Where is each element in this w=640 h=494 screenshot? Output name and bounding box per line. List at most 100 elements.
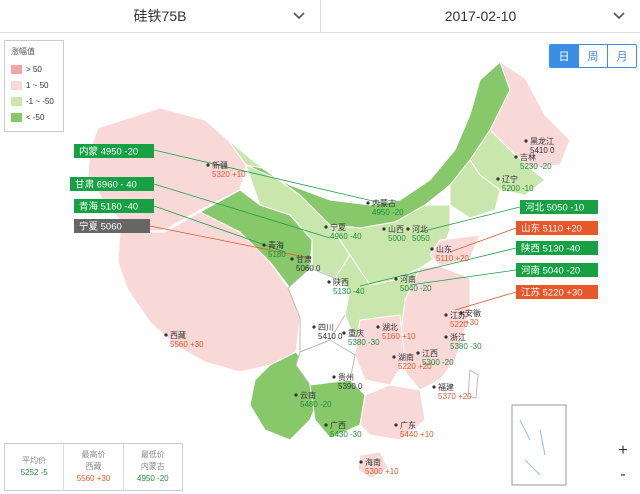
stat-lowest: 最低价 内蒙古 4950 -20 xyxy=(122,444,182,490)
region-taiwan[interactable] xyxy=(467,369,479,399)
province-name[interactable]: 辽宁 xyxy=(502,174,518,184)
province-dot xyxy=(262,243,266,247)
legend-item[interactable]: 1 ~ 50 xyxy=(11,81,48,90)
chevron-down-icon xyxy=(293,12,305,20)
province-value: 5370 +20 xyxy=(438,392,472,401)
chevron-down-icon xyxy=(613,12,625,20)
province-name[interactable]: 吉林 xyxy=(520,152,536,162)
province-value: 5320 +10 xyxy=(212,170,246,179)
date-value: 2017-02-10 xyxy=(444,8,517,24)
province-value: 5000 xyxy=(388,234,406,243)
province-dot xyxy=(394,423,398,427)
province-value: 5380 -30 xyxy=(450,342,482,351)
legend-swatch xyxy=(11,81,22,90)
callout-box[interactable] xyxy=(516,221,598,235)
province-name[interactable]: 山东 xyxy=(436,244,452,254)
province-name[interactable]: 河南 xyxy=(400,274,416,284)
province-dot xyxy=(327,280,331,284)
province-name[interactable]: 广西 xyxy=(330,420,346,430)
province-name[interactable]: 西藏 xyxy=(170,330,186,340)
legend-item[interactable]: < -50 xyxy=(11,113,44,122)
province-dot xyxy=(164,333,168,337)
callout-box[interactable] xyxy=(70,177,154,191)
province-name[interactable]: 云南 xyxy=(300,390,316,400)
inset-islands xyxy=(519,419,546,476)
province-name[interactable]: 四川 xyxy=(318,323,334,332)
province-dot xyxy=(290,257,294,261)
province-dot xyxy=(312,325,316,329)
callout-box[interactable] xyxy=(516,241,598,255)
province-name[interactable]: 陕西 xyxy=(333,277,349,287)
callout-box[interactable] xyxy=(520,200,598,214)
region-liaoning[interactable] xyxy=(449,159,501,219)
province-name[interactable]: 青海 xyxy=(268,240,284,250)
zoom-out-button[interactable]: - xyxy=(611,464,635,486)
province-name[interactable]: 黑龙江 xyxy=(530,136,554,146)
province-name[interactable]: 湖南 xyxy=(398,352,414,362)
province-name[interactable]: 福建 xyxy=(438,382,454,392)
province-value: 5410 0 xyxy=(530,146,555,155)
period-toggle: 日 周 月 xyxy=(549,44,637,68)
province-dot xyxy=(406,227,410,231)
province-dot xyxy=(444,335,448,339)
province-dot xyxy=(332,375,336,379)
province-name[interactable]: 甘肃 xyxy=(296,254,312,264)
leader-line xyxy=(419,206,521,233)
region-guangdong[interactable] xyxy=(359,384,426,441)
province-name[interactable]: 浙江 xyxy=(450,332,466,342)
tab-day[interactable]: 日 xyxy=(550,45,578,67)
leader-line xyxy=(153,183,331,239)
leader-line xyxy=(454,291,517,311)
callout-box[interactable] xyxy=(516,285,598,299)
callout-label: 宁夏 5060 xyxy=(79,221,122,233)
stat-label: 平均价 xyxy=(22,456,47,465)
province-name[interactable]: 安徽 xyxy=(465,308,481,318)
date-dropdown[interactable]: 2017-02-10 xyxy=(321,0,640,32)
province-name[interactable]: 内蒙古 xyxy=(372,198,396,208)
legend-item[interactable]: > 50 xyxy=(11,65,42,74)
province-name[interactable]: 海南 xyxy=(365,457,381,467)
province-name[interactable]: 河北 xyxy=(412,224,428,234)
province-name[interactable]: 贵州 xyxy=(338,372,354,382)
province-dot xyxy=(366,201,370,205)
province-dot xyxy=(359,460,363,464)
legend-item[interactable]: -1 ~ -50 xyxy=(11,97,54,106)
tab-month[interactable]: 月 xyxy=(607,45,636,67)
province-name[interactable]: 湖北 xyxy=(382,323,398,332)
province-value: 5160 +10 xyxy=(382,332,416,341)
leader-line xyxy=(359,247,517,287)
tab-week[interactable]: 周 xyxy=(578,45,607,67)
province-name[interactable]: 新疆 xyxy=(212,160,228,170)
stat-value: 5252 -5 xyxy=(20,468,48,477)
callout-box[interactable] xyxy=(74,219,150,233)
legend-title: 涨幅值 xyxy=(11,47,35,56)
province-name[interactable]: 江西 xyxy=(422,349,438,358)
province-name[interactable]: 广东 xyxy=(400,420,416,430)
stat-value: 5560 +30 xyxy=(76,474,111,483)
region-hainan[interactable] xyxy=(357,451,389,479)
callout-label: 山东 5110 +20 xyxy=(521,223,582,235)
legend-label: > 50 xyxy=(26,65,42,74)
province-name[interactable]: 江苏 xyxy=(450,310,466,320)
callout-box[interactable] xyxy=(74,144,154,158)
province-name[interactable]: 宁夏 xyxy=(330,222,346,232)
province-name[interactable]: 山西 xyxy=(388,224,404,234)
province-value: 5390 0 xyxy=(338,382,363,391)
stat-highest: 最高价 西藏 5560 +30 xyxy=(63,444,122,490)
region-heilongjiang[interactable] xyxy=(489,60,571,169)
callout-box[interactable] xyxy=(516,263,598,277)
callout-box[interactable] xyxy=(74,199,154,213)
province-dot xyxy=(342,331,346,335)
province-name[interactable]: 重庆 xyxy=(348,328,364,338)
province-dot xyxy=(392,355,396,359)
legend-label: < -50 xyxy=(26,113,45,122)
province-dot xyxy=(382,227,386,231)
zoom-in-button[interactable]: + xyxy=(611,440,635,462)
stat-label: 最高价 xyxy=(81,450,106,459)
province-value: 5430 -30 xyxy=(330,430,362,439)
province-dot xyxy=(524,139,528,143)
product-dropdown[interactable]: 硅铁75B xyxy=(0,0,321,32)
province-value: 5300 +10 xyxy=(365,467,399,476)
callout-label: 江苏 5220 +30 xyxy=(521,287,583,299)
